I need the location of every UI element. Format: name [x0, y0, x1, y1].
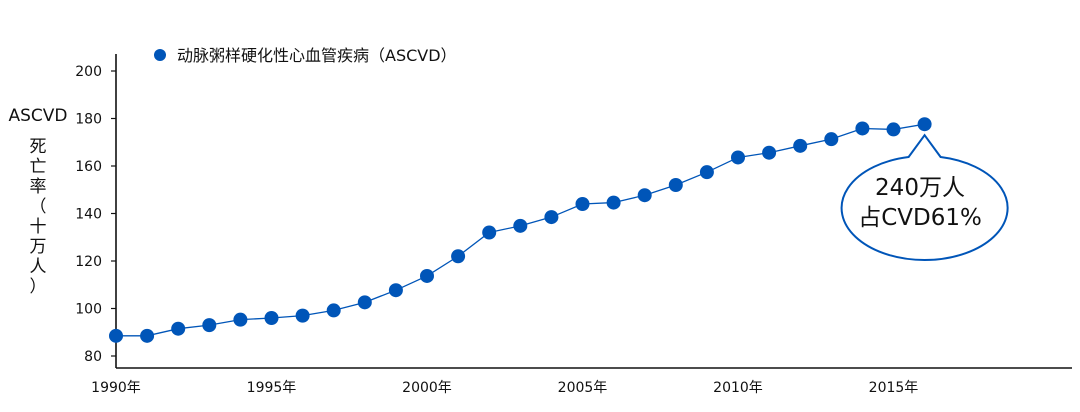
data-point [357, 295, 372, 310]
data-point [606, 195, 621, 210]
y-tick-label: 100 [75, 302, 102, 318]
legend-marker [154, 49, 166, 61]
data-point [264, 311, 279, 325]
data-point [109, 328, 123, 343]
y-tick-label: 160 [75, 159, 102, 175]
legend-label: 动脉粥样硬化性心血管疾病（ASCVD） [177, 46, 457, 65]
data-point [886, 122, 901, 137]
x-tick-label: 2010年 [713, 380, 763, 396]
data-point [171, 321, 186, 336]
x-tick-label: 2015年 [869, 380, 919, 396]
data-point [140, 328, 155, 343]
data-point [793, 138, 808, 153]
annotation-text: 占CVD61% [858, 205, 982, 231]
data-point [451, 249, 466, 264]
data-point [482, 225, 497, 240]
data-point [668, 178, 683, 192]
data-point [762, 145, 777, 160]
x-tick-label: 2005年 [558, 380, 608, 396]
y-tick-label: 140 [75, 207, 102, 223]
data-point [202, 318, 217, 333]
y-axis-label-top: ASCVD [8, 106, 67, 126]
y-tick-label: 180 [75, 112, 102, 128]
y-tick-label: 80 [84, 349, 102, 365]
data-point [420, 268, 434, 283]
y-axis-label-char: 率 [30, 177, 47, 197]
y-axis-label-char: 死 [30, 137, 47, 157]
annotation-bubble [840, 133, 1009, 261]
y-axis-label-char: 万 [30, 237, 47, 257]
data-point [637, 188, 652, 203]
data-point [544, 210, 559, 225]
data-point [699, 165, 714, 180]
y-axis-label-char: 十 [30, 217, 47, 237]
data-point [233, 312, 248, 327]
data-point [855, 121, 870, 136]
y-axis-label-char: 人 [30, 257, 47, 277]
annotation-text: 240万人 [875, 175, 965, 201]
y-axis-label-char: 亡 [30, 157, 47, 177]
x-tick-label: 1995年 [247, 380, 297, 396]
x-tick-label: 2000年 [402, 380, 452, 396]
data-point [295, 308, 310, 323]
data-point [326, 303, 341, 318]
y-tick-label: 120 [75, 254, 102, 270]
data-point [388, 283, 403, 298]
y-tick-label: 200 [75, 64, 102, 80]
y-axis-label-char: （ [30, 197, 47, 217]
x-tick-label: 1990年 [91, 380, 141, 396]
data-point [824, 132, 839, 147]
data-point [575, 197, 590, 211]
y-axis-label-char: ） [30, 277, 47, 297]
data-point [513, 218, 528, 233]
data-point [731, 150, 745, 165]
data-point [917, 117, 932, 132]
